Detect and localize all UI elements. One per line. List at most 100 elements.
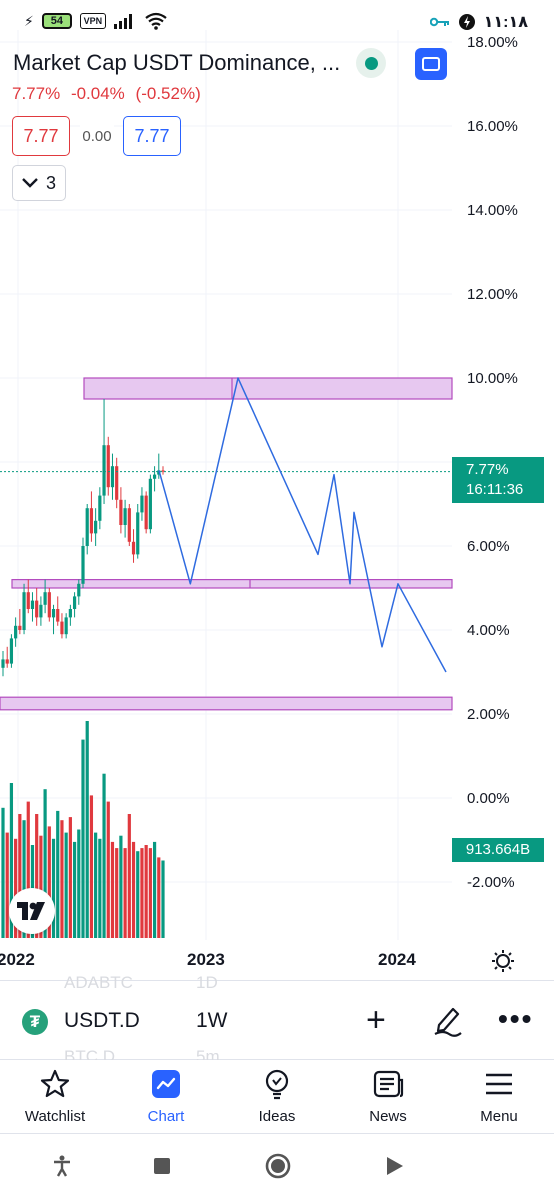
symbol-title[interactable]: Market Cap USDT Dominance, ... <box>13 50 341 75</box>
candle-body <box>60 621 64 635</box>
x-tick-2024: 2024 <box>378 950 416 969</box>
candle-body <box>106 445 110 488</box>
volume-bar <box>144 845 148 938</box>
volume-bar <box>9 783 14 938</box>
bar-countdown: 16:11:36 <box>466 481 524 498</box>
y-tick-label: -2.00% <box>467 874 515 891</box>
indicators-count: 3 <box>45 172 56 193</box>
tradingview-logo[interactable] <box>9 888 55 934</box>
candle-body <box>14 625 18 639</box>
y-tick-label: 12.00% <box>467 286 518 303</box>
candle-body <box>131 541 136 555</box>
volume-bar <box>102 773 106 938</box>
candle-body <box>85 508 89 546</box>
accessibility-icon[interactable] <box>50 1154 74 1178</box>
nav-ideas-label: Ideas <box>258 1108 296 1125</box>
signal-icon <box>113 14 132 29</box>
volume-bar <box>72 841 77 938</box>
candle-body <box>56 609 60 622</box>
nav-chart-label: Chart <box>147 1108 185 1125</box>
price-change: -0.04% <box>70 84 125 103</box>
candle-body <box>161 470 165 472</box>
volume-bar <box>119 835 123 938</box>
nav-chart[interactable]: Chart <box>116 1068 216 1130</box>
chevron-down-icon <box>22 178 38 188</box>
buy-price-box[interactable]: 7.77 <box>123 116 181 156</box>
candle-body <box>51 609 56 618</box>
price-summary: 7.77% -0.04% (-0.52%) <box>12 84 201 104</box>
last-price: 7.77% <box>12 84 61 103</box>
volume-bar <box>26 801 30 938</box>
nav-news-label: News <box>369 1108 407 1125</box>
volume-bar <box>140 848 144 938</box>
last-price-tag: 7.77% 16:11:36 <box>452 457 544 503</box>
candle-body <box>22 592 26 630</box>
more-options-icon[interactable]: ••• <box>498 1003 534 1034</box>
projection-path <box>158 377 447 673</box>
candle-body <box>43 592 47 605</box>
nav-ideas[interactable]: Ideas <box>227 1068 327 1130</box>
interval-selector[interactable]: 1W <box>196 1009 228 1032</box>
candle-body <box>72 596 77 609</box>
back-button-icon[interactable] <box>382 1154 406 1178</box>
volume-bar <box>148 848 152 938</box>
bottom-navigation: Watchlist Chart Ideas News Menu <box>0 1060 554 1134</box>
indicators-toggle[interactable]: 3 <box>12 165 66 201</box>
candle-body <box>39 604 43 618</box>
volume-bar <box>68 817 72 938</box>
volume-bar <box>81 739 85 938</box>
nav-menu[interactable]: Menu <box>449 1068 549 1130</box>
x-tick-2022: 2022 <box>0 950 35 969</box>
charging-icon: ⚡ <box>24 12 34 29</box>
tether-icon: ₮ <box>22 1009 48 1035</box>
candle-body <box>26 592 30 609</box>
volume-bar <box>39 835 43 938</box>
volume-bar <box>89 795 94 938</box>
drawing-tools-icon[interactable] <box>431 1003 465 1037</box>
candle-body <box>94 520 98 534</box>
scrolled-symbol-1: ADABTC <box>64 973 133 992</box>
chart-icon <box>152 1070 180 1098</box>
y-tick-label: 10.00% <box>467 370 518 387</box>
clock: ۱۱:۱۸ <box>483 14 528 31</box>
candle-body <box>127 508 131 542</box>
home-button-icon[interactable] <box>264 1152 292 1180</box>
candle-body <box>102 445 106 496</box>
fullscreen-icon <box>422 57 440 71</box>
candle-body <box>115 466 119 500</box>
volume-bar <box>43 789 47 938</box>
candle-body <box>18 625 22 630</box>
volume-bar <box>85 721 89 938</box>
candle-body <box>47 592 51 618</box>
volume-bar <box>127 814 131 938</box>
market-status-indicator[interactable] <box>356 48 386 78</box>
volume-bar <box>47 826 51 938</box>
sell-price-box[interactable]: 7.77 <box>12 116 70 156</box>
candle-body <box>68 609 72 618</box>
nav-news[interactable]: News <box>338 1068 438 1130</box>
chart-settings-icon[interactable] <box>490 948 516 974</box>
candlesticks <box>1 399 165 677</box>
add-indicator-button[interactable]: + <box>366 1001 386 1039</box>
volume-bar <box>60 820 64 938</box>
menu-icon <box>486 1073 512 1095</box>
nav-watchlist[interactable]: Watchlist <box>5 1068 105 1130</box>
candle-body <box>1 659 5 668</box>
y-tick-label: 0.00% <box>467 790 510 807</box>
volume-bar <box>64 832 68 938</box>
zone-box <box>11 578 453 589</box>
volume-bar <box>35 814 39 938</box>
symbol-selector[interactable]: USDT.D <box>64 1009 140 1032</box>
fullscreen-button[interactable] <box>415 48 447 80</box>
candle-body <box>152 474 157 479</box>
volume-bar <box>152 841 157 938</box>
volume-bar <box>106 801 110 938</box>
y-tick-label: 6.00% <box>467 538 510 555</box>
candle-body <box>136 512 140 555</box>
volume-bar <box>5 832 9 938</box>
candle-body <box>35 600 39 618</box>
star-icon <box>40 1069 70 1098</box>
key-icon <box>429 17 449 27</box>
recents-button-icon[interactable] <box>150 1154 174 1178</box>
candle-body <box>64 617 68 635</box>
